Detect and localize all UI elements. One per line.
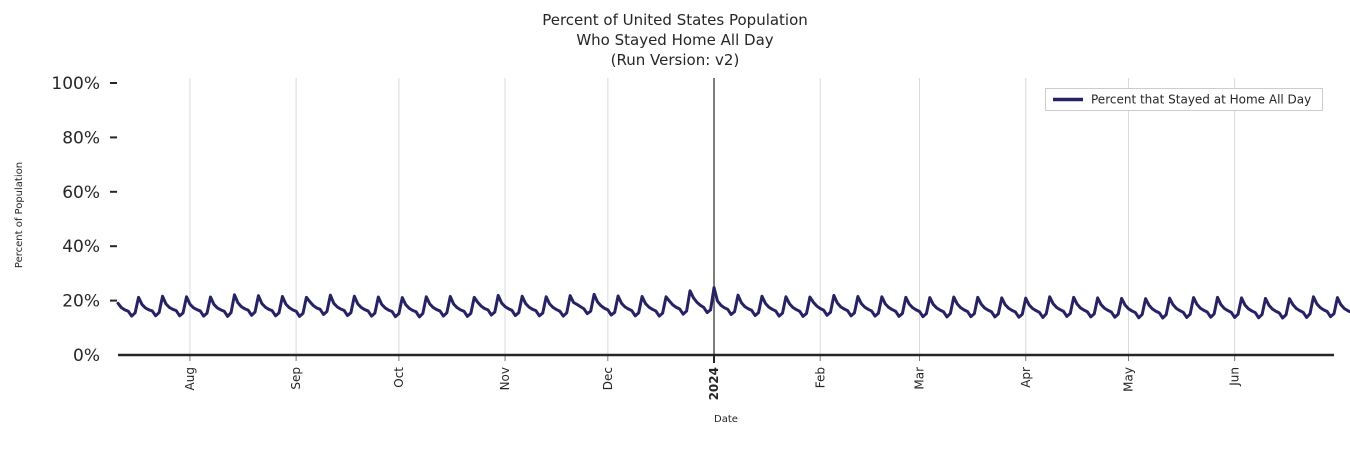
chart-title: Percent of United States Population Who S… <box>542 11 808 69</box>
x-axis-title: Date <box>714 414 738 425</box>
legend-label-0: Percent that Stayed at Home All Day <box>1091 93 1311 107</box>
x-tick-label: Sep <box>289 367 303 390</box>
y-tick-label: 80% <box>62 128 100 148</box>
x-tick-label: Mar <box>913 367 927 390</box>
x-tick-label: Oct <box>392 367 406 388</box>
x-tick-label: Jun <box>1228 367 1242 387</box>
x-tick-label: 2024 <box>707 367 721 400</box>
y-tick-label: 40% <box>62 237 100 257</box>
y-axis-title: Percent of Population <box>14 162 25 268</box>
y-tick-label: 0% <box>73 346 100 366</box>
y-tick-marks <box>110 82 117 302</box>
x-tick-label: Apr <box>1019 367 1033 388</box>
y-tick-label: 20% <box>62 292 100 312</box>
line-series-percent-stayed-home <box>116 286 1350 320</box>
y-tick-label: 60% <box>62 183 100 203</box>
x-tick-label: Nov <box>498 367 512 390</box>
x-tick-label: May <box>1122 367 1136 392</box>
data-series-group <box>116 286 1350 320</box>
legend-box <box>1045 88 1323 111</box>
x-tick-label: Aug <box>183 367 197 390</box>
y-tick-labels: 0% 20% 40% 60% 80% 100% <box>51 74 100 366</box>
x-tick-labels: Aug Sep Oct Nov Dec 2024 Feb Mar Apr May Jun <box>183 367 1242 401</box>
x-tick-label: Feb <box>813 367 827 388</box>
legend[interactable]: Percent that Stayed at Home All Day <box>1045 88 1323 111</box>
x-tick-label: Dec <box>601 367 615 390</box>
y-tick-label: 100% <box>51 74 100 94</box>
